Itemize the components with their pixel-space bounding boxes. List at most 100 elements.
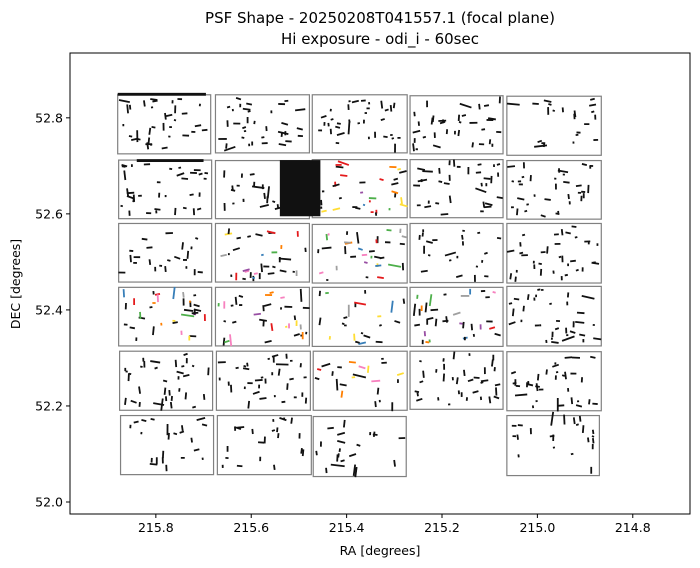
psf-whisker [325, 467, 328, 474]
ota-outline [409, 350, 504, 410]
psf-whisker [507, 165, 516, 168]
psf-whisker [483, 104, 490, 107]
psf-whisker [589, 103, 597, 107]
psf-whisker [236, 236, 242, 240]
psf-whisker [432, 144, 441, 149]
psf-whisker [546, 246, 549, 254]
psf-whisker [316, 368, 322, 371]
ota-outline [215, 350, 311, 411]
psf-whisker [372, 431, 376, 437]
psf-whisker [357, 247, 363, 251]
psf-whisker [179, 430, 185, 434]
psf-whisker [383, 135, 388, 138]
psf-whisker [314, 377, 320, 381]
psf-whisker [148, 259, 152, 266]
psf-whisker [173, 118, 177, 122]
psf-whisker [575, 404, 583, 408]
psf-whisker [543, 99, 552, 103]
psf-whisker [363, 261, 368, 264]
psf-whisker [260, 376, 264, 379]
psf-whisker [290, 417, 293, 424]
psf-whisker [269, 291, 274, 295]
psf-whisker [590, 355, 596, 359]
psf-whisker [537, 139, 543, 144]
psf-whisker [181, 425, 184, 431]
psf-whisker [384, 108, 389, 112]
psf-whisker [422, 135, 427, 139]
psf-whisker [225, 143, 228, 149]
psf-whisker [120, 204, 124, 208]
psf-whisker [226, 105, 231, 109]
psf-whisker [561, 374, 565, 377]
psf-whisker [300, 447, 303, 454]
psf-whisker [536, 373, 540, 381]
psf-whisker [182, 206, 187, 210]
psf-whisker [354, 466, 358, 478]
psf-whisker [251, 428, 254, 435]
psf-whisker [293, 333, 300, 337]
psf-whisker [278, 257, 292, 261]
psf-whisker [195, 237, 199, 240]
psf-whisker [161, 146, 168, 150]
psf-whisker [249, 173, 255, 176]
psf-whisker [332, 183, 340, 188]
psf-whisker [391, 137, 395, 140]
psf-whisker [587, 437, 590, 443]
ota-outline [118, 222, 213, 283]
psf-whisker [162, 379, 168, 383]
psf-whisker [438, 180, 443, 183]
psf-whisker [561, 335, 575, 342]
psf-whisker [247, 235, 251, 238]
psf-whisker [191, 364, 195, 368]
psf-whisker [247, 400, 251, 409]
psf-whisker [294, 108, 306, 112]
psf-whiskers [117, 92, 602, 478]
psf-whisker [178, 166, 182, 169]
psf-whisker [149, 306, 153, 309]
psf-whisker [569, 330, 576, 334]
psf-whisker [550, 411, 555, 426]
psf-whisker [397, 167, 401, 171]
psf-whisker [444, 251, 457, 257]
psf-whisker [581, 425, 585, 434]
psf-whisker [289, 377, 294, 381]
psf-whisker [126, 188, 130, 197]
psf-whisker [220, 253, 227, 258]
psf-whisker [558, 255, 562, 259]
psf-whisker [190, 437, 193, 443]
psf-whisker [138, 386, 141, 394]
psf-whisker [330, 118, 334, 121]
psf-whisker [475, 187, 487, 194]
psf-whisker [440, 213, 449, 216]
psf-whisker [591, 437, 595, 444]
psf-whisker [458, 121, 462, 124]
psf-whisker [129, 254, 132, 263]
psf-whisker [124, 397, 127, 405]
psf-whisker [452, 311, 461, 316]
psf-whisker [301, 449, 305, 457]
psf-whisker [591, 110, 595, 114]
psf-whisker [133, 420, 139, 424]
psf-whisker [183, 352, 188, 356]
psf-whisker [355, 340, 360, 344]
psf-whisker [508, 321, 516, 326]
psf-whisker [386, 229, 392, 232]
psf-whisker [337, 439, 346, 444]
psf-whisker [325, 233, 329, 241]
psf-whisker [343, 316, 348, 319]
psf-whisker [181, 242, 184, 250]
psf-whisker [173, 432, 178, 436]
psf-whisker [146, 246, 153, 249]
psf-whisker [581, 295, 595, 300]
psf-whisker [241, 136, 245, 139]
psf-whisker [578, 415, 582, 422]
psf-whisker [521, 233, 526, 237]
psf-whisker [513, 297, 520, 301]
psf-whisker [416, 392, 419, 397]
psf-whisker [414, 323, 421, 327]
psf-whisker [374, 401, 377, 408]
psf-whisker [487, 117, 496, 121]
psf-whisker [514, 393, 528, 397]
psf-whisker [160, 398, 164, 411]
psf-whisker [494, 332, 501, 337]
